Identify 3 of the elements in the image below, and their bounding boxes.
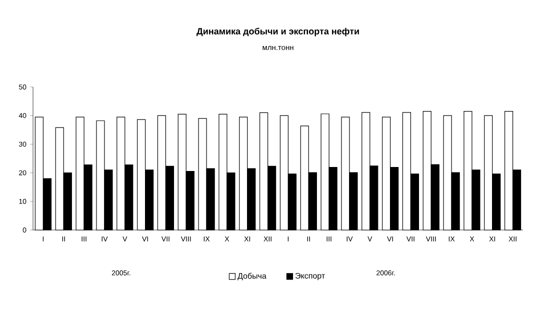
legend-label: Экспорт bbox=[295, 272, 325, 280]
legend-label: Добыча bbox=[238, 272, 266, 280]
chart-title: Динамика добычи и экспорта нефти bbox=[196, 28, 359, 36]
